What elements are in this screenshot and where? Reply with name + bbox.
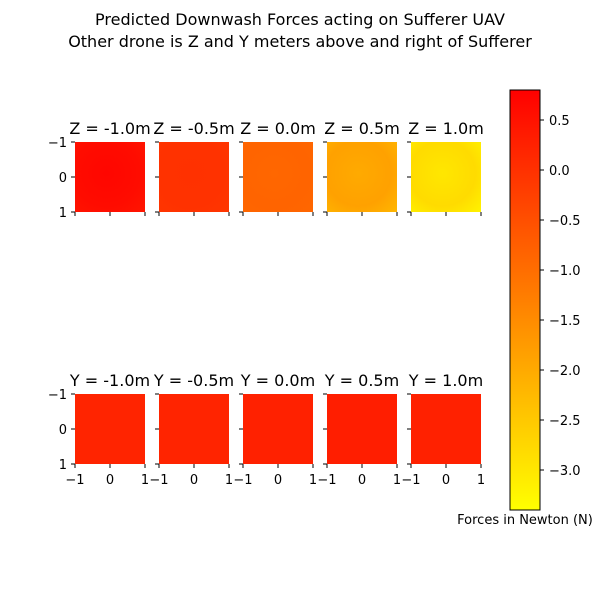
x-tick-label: 0	[190, 473, 198, 488]
x-tick-label: 0	[274, 473, 282, 488]
colorbar-label: Forces in Newton (N)	[457, 513, 593, 528]
chart-title-line-1: Predicted Downwash Forces acting on Suff…	[95, 10, 505, 29]
heatmap-cell-z-3	[327, 142, 397, 212]
colorbar-tick-label: −0.5	[549, 214, 581, 229]
y-tick-label: 0	[59, 423, 67, 438]
heatmap-cell-y-1	[159, 394, 229, 464]
colorbar-tick-label: 0.5	[549, 114, 570, 129]
y-tick-label: 0	[59, 171, 67, 186]
heatmap-cell-z-1	[159, 142, 229, 212]
panel-title: Z = 0.0m	[240, 119, 316, 138]
x-tick-label: 1	[477, 473, 485, 488]
x-tick-label: 0	[358, 473, 366, 488]
heatmap-cell-y-3	[327, 394, 397, 464]
colorbar-tick-label: −2.0	[549, 364, 581, 379]
x-tick-label: −1	[401, 473, 420, 488]
y-tick-label: −1	[48, 136, 67, 151]
x-tick-label: 1	[393, 473, 401, 488]
heatmap-cell-y-0	[75, 394, 145, 464]
heatmap-cell-y-2	[243, 394, 313, 464]
panel-title: Y = -0.5m	[153, 371, 234, 390]
panel-title: Z = -1.0m	[69, 119, 150, 138]
panel-title: Z = 1.0m	[408, 119, 484, 138]
y-tick-label: 1	[59, 458, 67, 473]
x-tick-label: 0	[106, 473, 114, 488]
panel-title: Z = -0.5m	[153, 119, 234, 138]
panel-title: Y = -1.0m	[69, 371, 150, 390]
y-tick-label: −1	[48, 388, 67, 403]
chart-title-line-2: Other drone is Z and Y meters above and …	[68, 32, 532, 51]
panel-title: Y = 1.0m	[408, 371, 483, 390]
x-tick-label: 0	[442, 473, 450, 488]
panel-title: Y = 0.0m	[240, 371, 315, 390]
colorbar-tick-label: −2.5	[549, 414, 581, 429]
colorbar-tick-label: −3.0	[549, 464, 581, 479]
panel-title: Z = 0.5m	[324, 119, 400, 138]
heatmap-cell-z-0	[75, 142, 145, 212]
x-tick-label: −1	[149, 473, 168, 488]
heatmap-cell-z-4	[411, 142, 481, 212]
colorbar	[509, 89, 541, 511]
heatmap-cell-z-2	[243, 142, 313, 212]
x-tick-label: −1	[233, 473, 252, 488]
colorbar-tick-label: −1.5	[549, 314, 581, 329]
x-tick-label: 1	[225, 473, 233, 488]
panel-title: Y = 0.5m	[324, 371, 399, 390]
x-tick-label: 1	[309, 473, 317, 488]
x-tick-label: 1	[141, 473, 149, 488]
y-tick-label: 1	[59, 206, 67, 221]
colorbar-tick-label: 0.0	[549, 164, 570, 179]
colorbar-tick-label: −1.0	[549, 264, 581, 279]
x-tick-label: −1	[317, 473, 336, 488]
heatmap-cell-y-4	[411, 394, 481, 464]
x-tick-label: −1	[65, 473, 84, 488]
